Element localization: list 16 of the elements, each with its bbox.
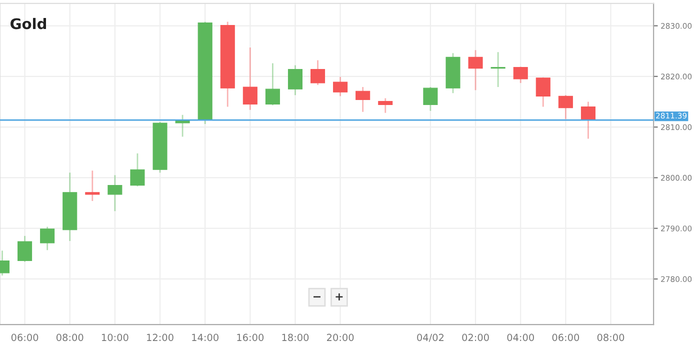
annotation: + [336,293,343,300]
x-tick-label: 06:00 [11,334,38,342]
x-tick-label: 18:00 [282,334,309,342]
x-tick-label: 02:00 [462,334,489,342]
annotation: − [314,296,320,298]
text: Gold [10,18,46,30]
x-tick-label: 04:00 [507,334,534,342]
x-tick-label: 12:00 [147,334,174,342]
x-tick-label: 10:00 [102,334,128,342]
x-tick-label: 04/02 [417,334,444,342]
x-tick-label: 08:00 [56,334,84,342]
x-tick-label: 06:00 [552,334,580,342]
x-tick-label: 08:00 [597,334,624,342]
x-tick-label: 20:00 [327,334,354,342]
x-tick-label: 16:00 [237,334,264,342]
x-tick-label: 14:00 [192,334,218,342]
